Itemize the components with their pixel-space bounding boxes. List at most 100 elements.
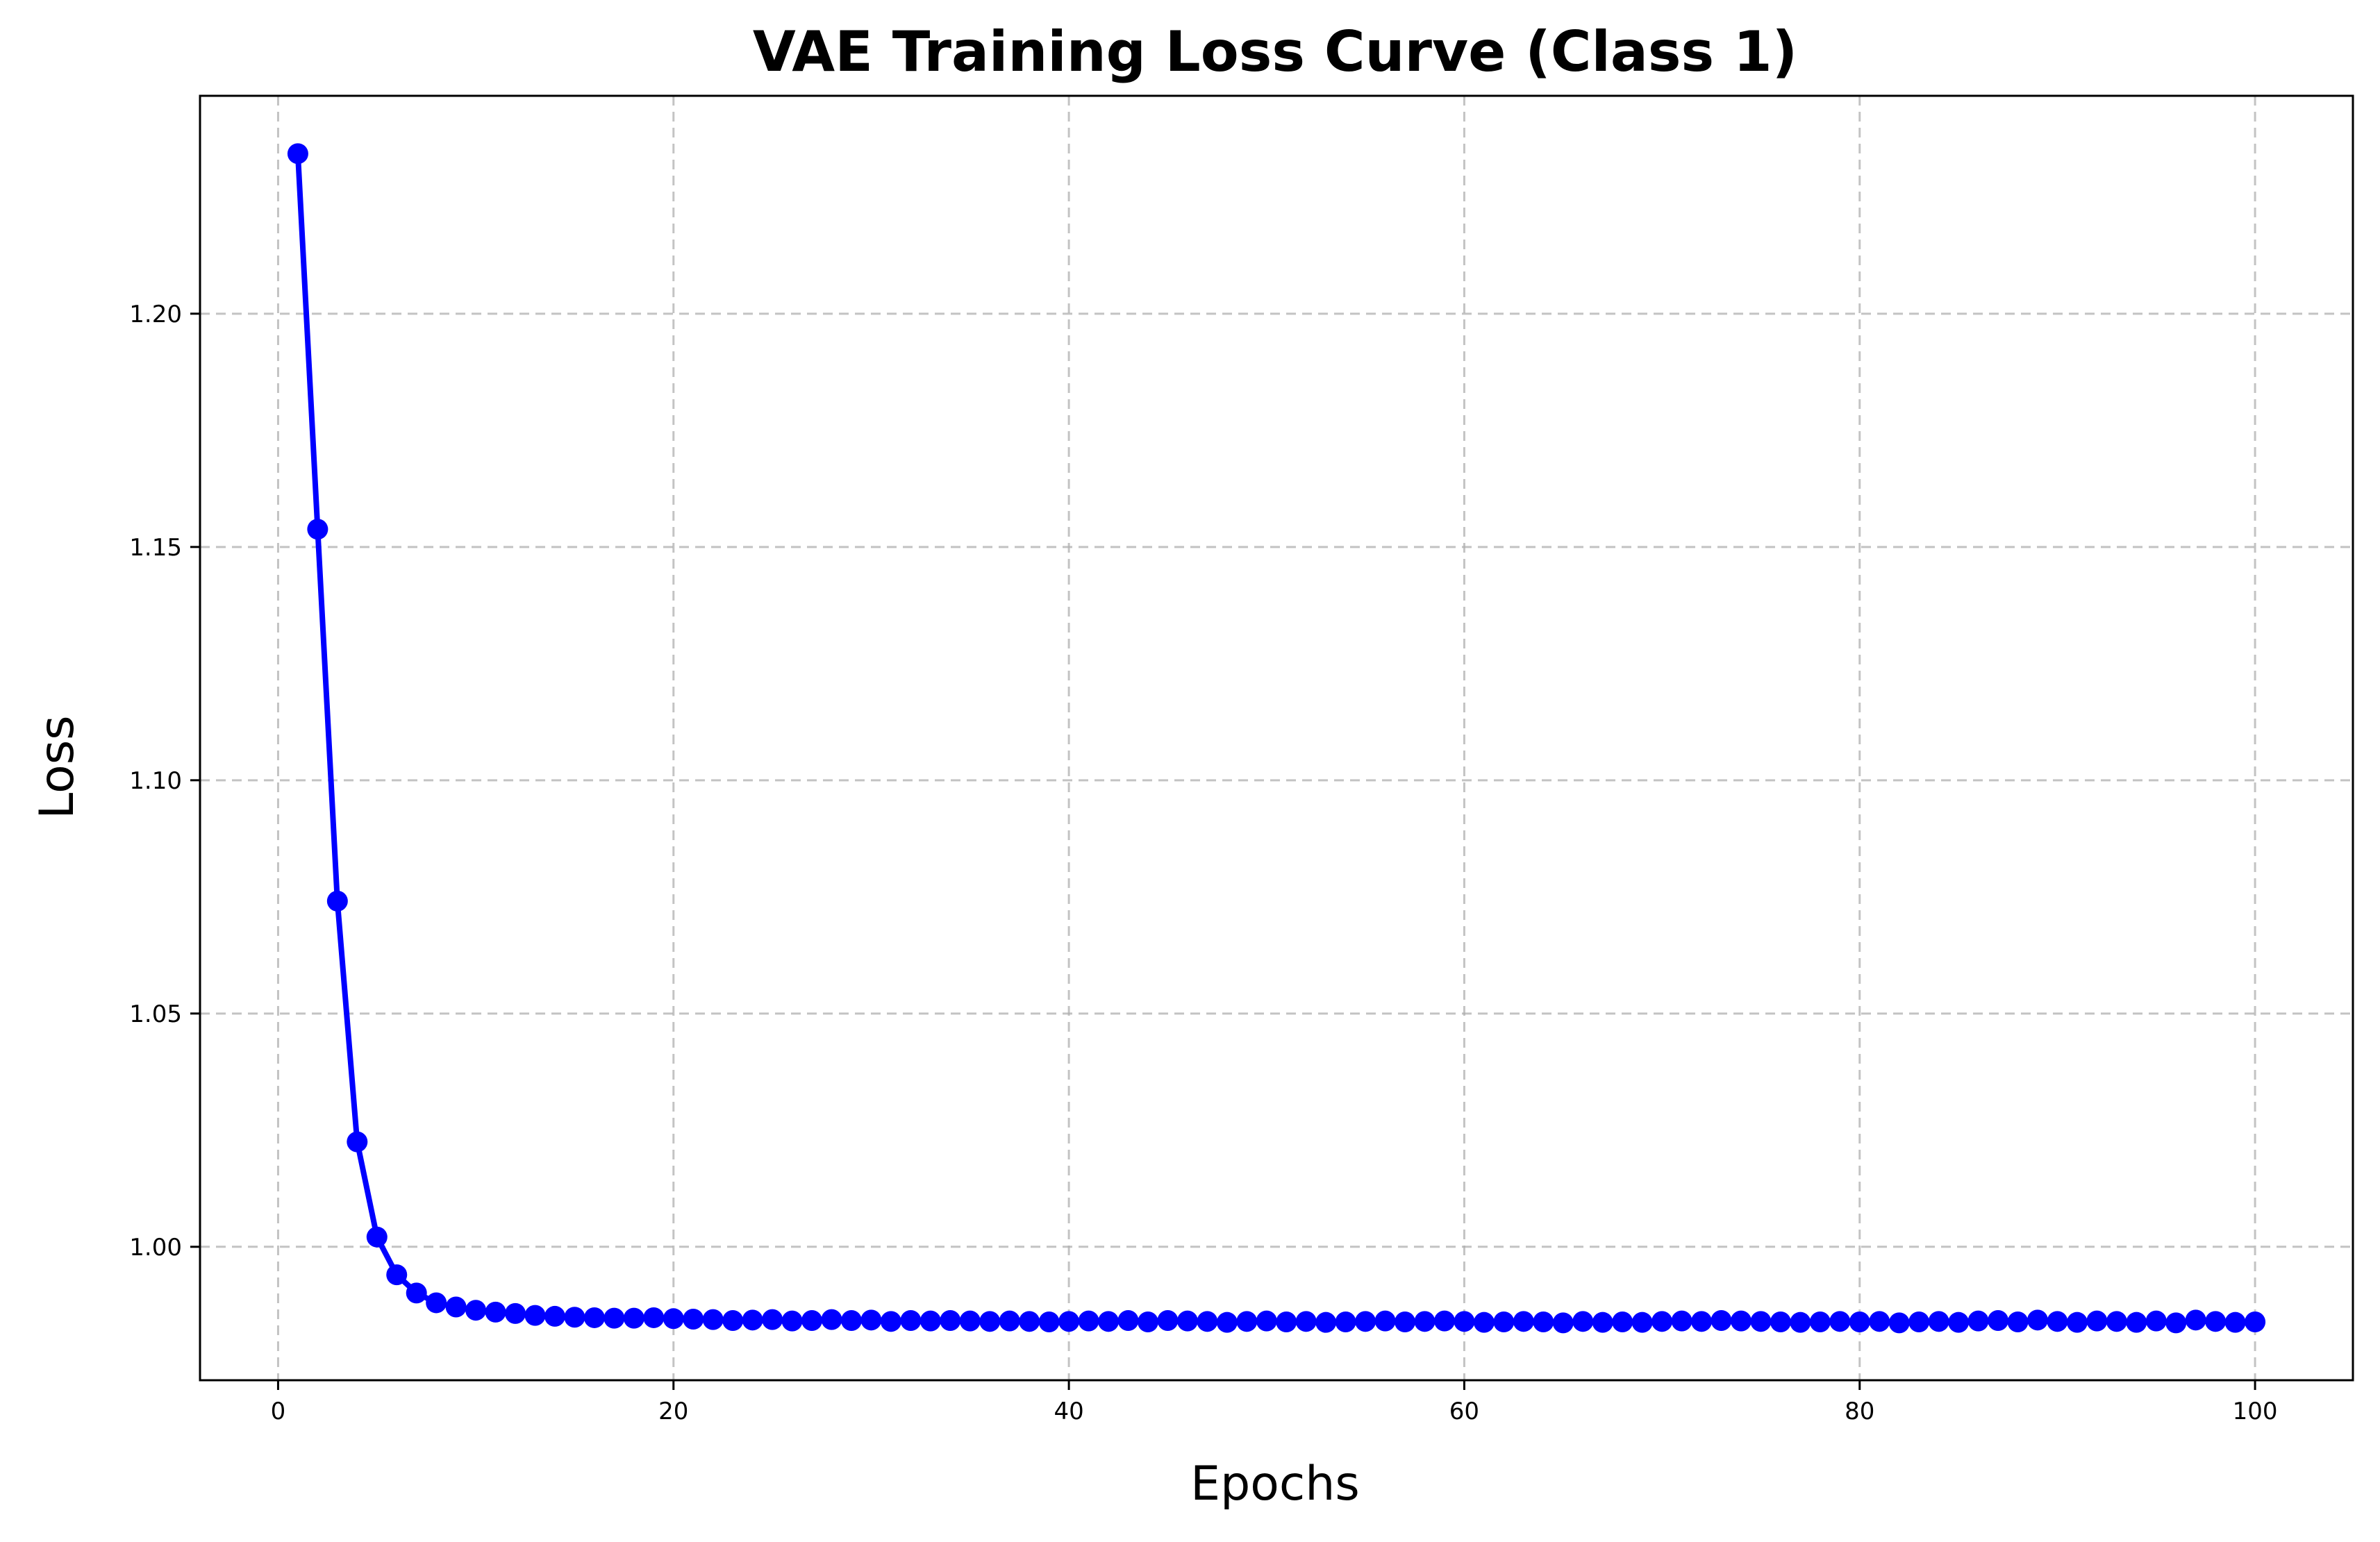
loss-point: [2126, 1311, 2147, 1333]
loss-point: [1533, 1311, 1554, 1333]
loss-point: [2106, 1311, 2127, 1332]
y-tick-label: 1.10: [129, 767, 182, 795]
loss-point: [406, 1282, 427, 1304]
loss-point: [959, 1310, 981, 1332]
y-tick-label: 1.20: [129, 301, 182, 328]
loss-point: [1276, 1311, 1297, 1333]
loss-point: [2185, 1309, 2206, 1331]
loss-point: [880, 1311, 901, 1332]
x-tick-label: 60: [1449, 1398, 1479, 1425]
loss-point: [1256, 1310, 1277, 1332]
y-tick-label: 1.05: [129, 1000, 182, 1028]
loss-point: [1355, 1311, 1376, 1332]
loss-point: [1948, 1311, 1970, 1333]
loss-point: [979, 1311, 1001, 1332]
loss-point: [1236, 1311, 1258, 1332]
loss-point: [643, 1307, 665, 1328]
loss-point: [840, 1309, 862, 1331]
loss-point: [1967, 1310, 1989, 1332]
loss-point: [2007, 1311, 2029, 1333]
loss-point: [2245, 1311, 2266, 1333]
loss-point: [722, 1309, 744, 1331]
loss-point: [426, 1292, 447, 1314]
loss-point: [2205, 1311, 2227, 1332]
loss-point: [1750, 1311, 1772, 1332]
loss-point: [465, 1300, 487, 1321]
grid-lines: [200, 96, 2353, 1380]
loss-point: [1038, 1311, 1060, 1333]
x-tick-label: 0: [271, 1398, 286, 1425]
loss-point: [1592, 1311, 1613, 1333]
loss-point: [347, 1131, 368, 1153]
plot-frame: [199, 94, 2354, 1382]
loss-point: [1770, 1311, 1791, 1333]
loss-point: [1869, 1311, 1890, 1332]
loss-point: [1454, 1311, 1475, 1332]
loss-point: [1651, 1311, 1673, 1332]
loss-point: [1809, 1311, 1831, 1333]
loss-point: [1691, 1311, 1713, 1332]
loss-point: [1216, 1311, 1238, 1333]
loss-point: [386, 1264, 408, 1286]
loss-point: [1711, 1309, 1732, 1331]
loss-point: [1176, 1310, 1198, 1332]
axis-ticks: 0 20 40 60 80 100 1.00 1.05 1.10 1.15 1.20: [129, 301, 2277, 1425]
y-axis-label: Loss: [30, 715, 85, 819]
loss-point: [801, 1309, 823, 1331]
loss-point: [583, 1307, 605, 1328]
loss-point: [919, 1310, 941, 1332]
loss-point: [485, 1301, 506, 1323]
loss-point: [1157, 1309, 1179, 1331]
loss-point: [1552, 1312, 1574, 1334]
loss-point: [366, 1226, 388, 1248]
loss-point: [1315, 1311, 1337, 1333]
loss-point: [860, 1309, 882, 1331]
loss-point: [1790, 1311, 1811, 1333]
x-axis-label: Epochs: [1190, 1457, 1360, 1511]
loss-point: [1414, 1311, 1436, 1332]
loss-point: [683, 1308, 704, 1330]
x-tick-label: 20: [658, 1398, 688, 1425]
loss-point: [900, 1309, 922, 1331]
loss-point: [1849, 1311, 1870, 1333]
loss-point: [445, 1296, 467, 1318]
loss-point: [1019, 1311, 1040, 1332]
loss-point: [1829, 1311, 1851, 1332]
loss-point: [287, 143, 308, 165]
loss-point: [1928, 1311, 1949, 1332]
loss-point: [1612, 1311, 1633, 1333]
loss-point: [1493, 1311, 1515, 1333]
loss-point: [326, 890, 348, 912]
x-tick-label: 80: [1845, 1398, 1874, 1425]
loss-point: [1513, 1311, 1534, 1332]
loss-point: [742, 1309, 763, 1331]
loss-point: [762, 1309, 783, 1330]
loss-point: [2066, 1311, 2088, 1333]
loss-point: [1335, 1311, 1356, 1333]
loss-point: [1988, 1309, 2009, 1331]
loss-point: [544, 1305, 565, 1327]
loss-point: [1117, 1309, 1139, 1331]
loss-point: [604, 1307, 625, 1329]
loss-point: [1395, 1311, 1416, 1333]
loss-point: [781, 1310, 803, 1332]
loss-point: [702, 1309, 724, 1330]
loss-point: [1433, 1310, 1455, 1332]
series-loss: [287, 143, 2266, 1334]
loss-point: [1730, 1310, 1751, 1332]
loss-point: [663, 1308, 684, 1330]
loss-point: [1197, 1311, 1218, 1332]
chart-title: VAE Training Loss Curve (Class 1): [753, 19, 1797, 84]
loss-point: [2224, 1311, 2246, 1333]
loss-point: [1098, 1311, 1120, 1332]
y-tick-label: 1.15: [129, 534, 182, 562]
loss-point: [1473, 1311, 1495, 1333]
loss-point: [1374, 1310, 1396, 1332]
loss-point: [1888, 1312, 1910, 1334]
loss-point: [2047, 1311, 2068, 1332]
loss-point: [505, 1302, 526, 1324]
loss-point: [1572, 1311, 1594, 1332]
loss-point: [1631, 1311, 1653, 1333]
x-tick-label: 40: [1054, 1398, 1083, 1425]
